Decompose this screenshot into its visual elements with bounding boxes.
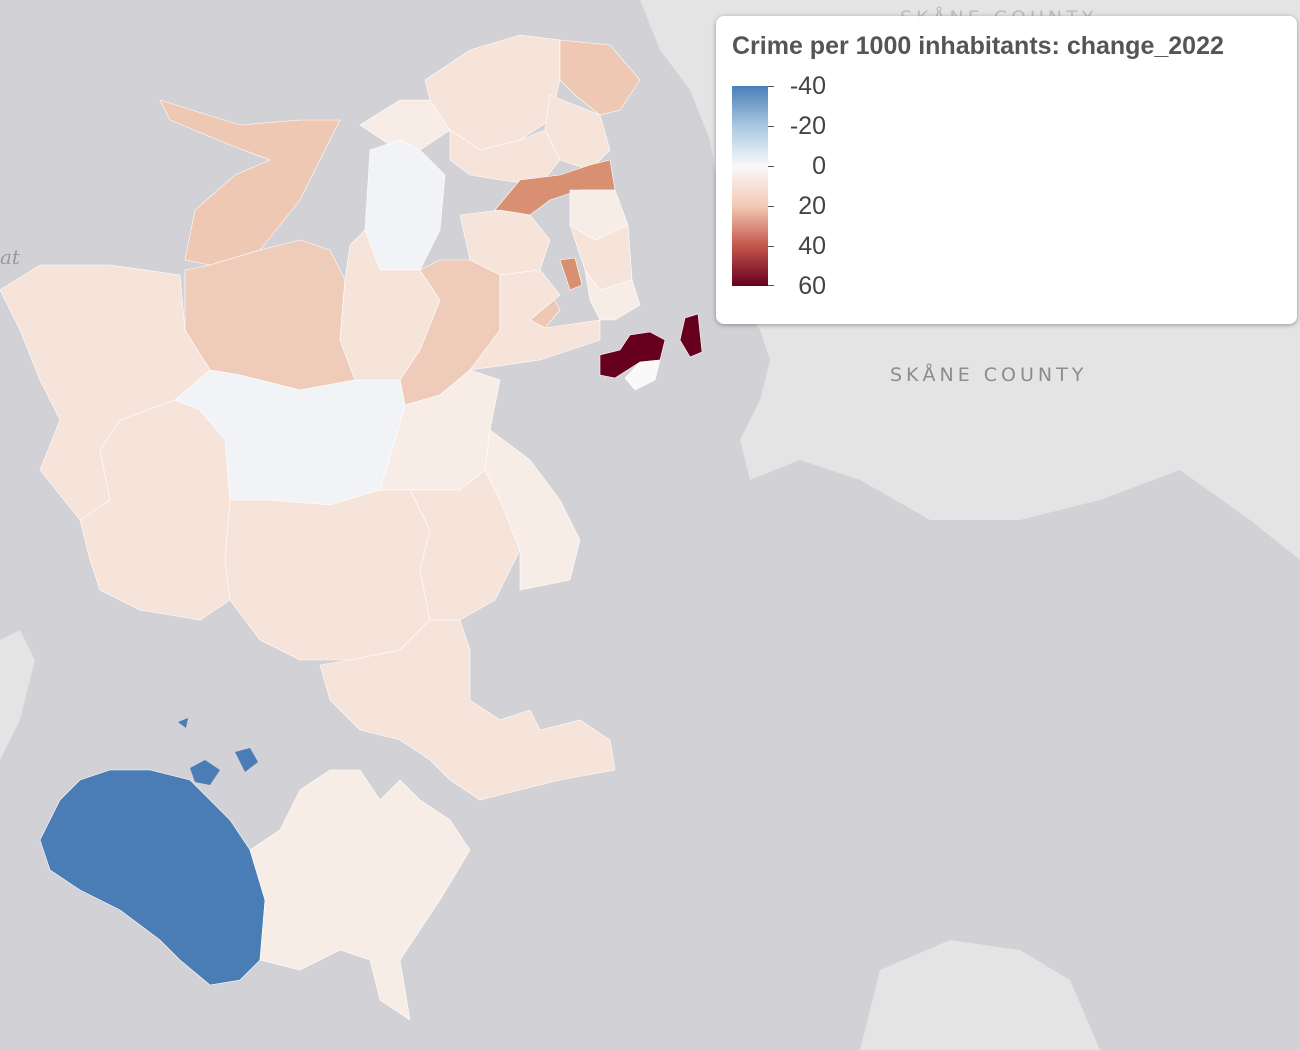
- legend-color-scale: [732, 86, 768, 286]
- region-koge: [409, 469, 521, 621]
- legend-tick-label: -40: [789, 72, 826, 100]
- region-label-skane: SKÅNE COUNTY: [890, 364, 1088, 386]
- region-amager-south: [624, 359, 661, 391]
- legend-tick-mark: [768, 86, 774, 87]
- islet-2: [190, 760, 220, 785]
- region-taarnby: [679, 313, 703, 358]
- legend-tick-label: 20: [798, 192, 826, 220]
- map-legend: Crime per 1000 inhabitants: change_2022 …: [716, 16, 1297, 324]
- region-allerod: [494, 159, 616, 216]
- region-helsingor: [559, 39, 641, 116]
- region-guldborgsund: [249, 769, 471, 1021]
- region-gentofte: [584, 269, 641, 321]
- legend-tick-label: -20: [789, 112, 826, 140]
- region-vordingborg: [319, 619, 616, 801]
- legend-tick-label: 40: [798, 232, 826, 260]
- legend-tick-label: 0: [812, 152, 826, 180]
- legend-tick-mark: [768, 206, 774, 207]
- legend-tick-mark: [768, 246, 774, 247]
- sea-label-kattegat: at: [0, 245, 20, 269]
- legend-tick-mark: [768, 166, 774, 167]
- southern-island: [860, 940, 1100, 1050]
- islet-1: [235, 748, 258, 772]
- western-island: [0, 630, 35, 760]
- legend-tick-mark: [768, 285, 774, 286]
- legend-tick-mark: [768, 126, 774, 127]
- region-gladsaxe: [559, 257, 583, 291]
- region-stevns: [484, 429, 581, 591]
- legend-title: Crime per 1000 inhabitants: change_2022: [732, 32, 1224, 60]
- region-kobenhavn: [599, 331, 666, 379]
- region-hillerod: [449, 129, 561, 186]
- islet-3: [178, 718, 188, 728]
- legend-tick-label: 60: [798, 272, 826, 300]
- region-naestved: [224, 489, 431, 661]
